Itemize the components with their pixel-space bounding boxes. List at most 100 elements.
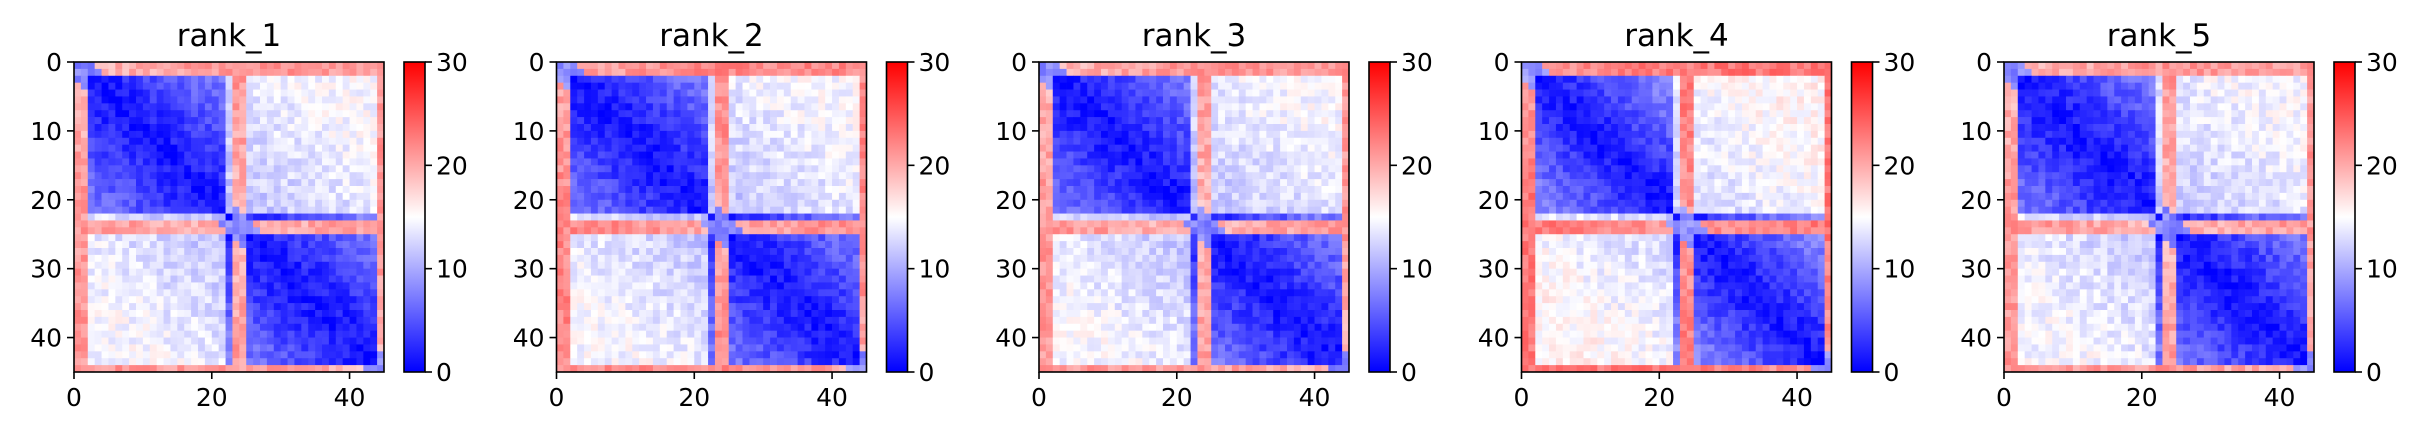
heatmap-cell xyxy=(852,124,860,132)
heatmap-cell xyxy=(680,179,688,187)
heatmap-cell xyxy=(742,303,750,311)
heatmap-cell xyxy=(1149,165,1157,173)
heatmap-cell xyxy=(129,137,137,146)
heatmap-cell xyxy=(1121,62,1129,70)
heatmap-cell xyxy=(87,330,96,338)
heatmap-cell xyxy=(666,96,674,104)
heatmap-cell xyxy=(1231,151,1240,159)
heatmap-cell xyxy=(315,282,323,290)
heatmap-cell xyxy=(783,124,792,132)
heatmap-cell xyxy=(597,323,606,332)
heatmap-cell xyxy=(225,268,233,276)
heatmap-cell xyxy=(659,68,668,77)
heatmap-cell xyxy=(825,89,833,97)
heatmap-cell xyxy=(1259,137,1267,146)
heatmap-cell xyxy=(666,103,674,111)
heatmap-cell xyxy=(687,137,695,146)
heatmap-cell xyxy=(163,358,171,366)
heatmap-cell xyxy=(1128,89,1136,97)
heatmap-cell xyxy=(570,103,578,111)
heatmap-cell xyxy=(577,75,585,84)
heatmap-cell xyxy=(1245,75,1253,84)
heatmap-cell xyxy=(211,165,220,173)
heatmap-cell xyxy=(570,358,578,366)
heatmap-cell xyxy=(273,96,282,104)
heatmap-cell xyxy=(1231,172,1240,180)
heatmap-cell xyxy=(94,68,102,77)
heatmap-cell xyxy=(136,303,144,311)
heatmap-cell xyxy=(87,358,96,366)
heatmap-cell xyxy=(673,213,681,221)
heatmap-cell xyxy=(845,268,854,276)
heatmap-cell xyxy=(74,351,82,359)
heatmap-cell xyxy=(74,82,82,90)
heatmap-cell xyxy=(604,75,612,84)
heatmap-cell xyxy=(652,137,661,146)
heatmap-cell xyxy=(287,296,295,304)
heatmap-cell xyxy=(377,192,385,201)
heatmap-cell xyxy=(80,275,89,283)
heatmap-cell xyxy=(1163,117,1171,125)
heatmap-cell xyxy=(804,275,812,283)
heatmap-cell xyxy=(1080,172,1088,180)
heatmap-cell xyxy=(177,289,185,297)
heatmap-cell xyxy=(108,310,116,318)
heatmap-cell xyxy=(825,103,833,111)
heatmap-cell xyxy=(1307,117,1315,125)
heatmap-cell xyxy=(632,137,640,146)
heatmap-cell xyxy=(694,310,702,318)
heatmap-cell xyxy=(315,234,323,242)
heatmap-cell xyxy=(156,158,164,166)
heatmap-cell xyxy=(80,62,89,70)
heatmap-cell xyxy=(142,75,151,84)
heatmap-cell xyxy=(156,192,164,201)
y-tick-label: 40 xyxy=(30,324,62,353)
heatmap-cell xyxy=(556,351,564,359)
heatmap-cell xyxy=(652,89,661,97)
heatmap-cell xyxy=(659,179,668,187)
heatmap-cell xyxy=(652,358,661,366)
heatmap-cell xyxy=(680,275,688,283)
heatmap-cell xyxy=(1087,75,1095,84)
heatmap-cell xyxy=(246,199,254,208)
heatmap-cell xyxy=(749,289,757,297)
heatmap-cell xyxy=(838,192,847,201)
heatmap-cell xyxy=(728,206,736,214)
heatmap-cell xyxy=(246,254,254,263)
heatmap-cell xyxy=(1300,110,1309,118)
heatmap-cell xyxy=(776,365,785,373)
heatmap-cell xyxy=(1176,103,1185,111)
heatmap-cell xyxy=(797,248,805,256)
heatmap-cell xyxy=(328,68,337,77)
heatmap-cell xyxy=(1287,117,1295,125)
heatmap-cell xyxy=(253,296,261,304)
heatmap-cell xyxy=(708,316,716,325)
heatmap-cell xyxy=(335,365,344,373)
heatmap-cell xyxy=(701,165,709,173)
heatmap-cell xyxy=(742,351,750,359)
heatmap-cell xyxy=(287,344,295,352)
heatmap-cell xyxy=(790,351,798,359)
heatmap-cell xyxy=(783,261,792,270)
colorbar-tick-label: 0 xyxy=(919,358,935,387)
heatmap-cell xyxy=(625,89,633,97)
heatmap-cell xyxy=(666,227,674,235)
heatmap-cell xyxy=(804,144,812,152)
heatmap-cell xyxy=(639,151,647,159)
heatmap-cell xyxy=(1238,151,1247,159)
heatmap-cell xyxy=(328,365,337,373)
heatmap-cell xyxy=(1231,137,1240,146)
heatmap-cell xyxy=(611,117,619,125)
heatmap-cell xyxy=(1273,124,1281,132)
heatmap-cell xyxy=(246,62,254,70)
heatmap-cell xyxy=(756,68,764,77)
heatmap-cell xyxy=(1163,158,1171,166)
heatmap-cell xyxy=(170,289,178,297)
heatmap-cell xyxy=(1169,151,1178,159)
heatmap-cell xyxy=(1190,82,1198,90)
heatmap-cell xyxy=(1087,62,1095,70)
heatmap-cell xyxy=(673,220,681,228)
heatmap-cell xyxy=(163,254,171,263)
heatmap-cell xyxy=(832,351,840,359)
heatmap-cell xyxy=(315,268,323,276)
